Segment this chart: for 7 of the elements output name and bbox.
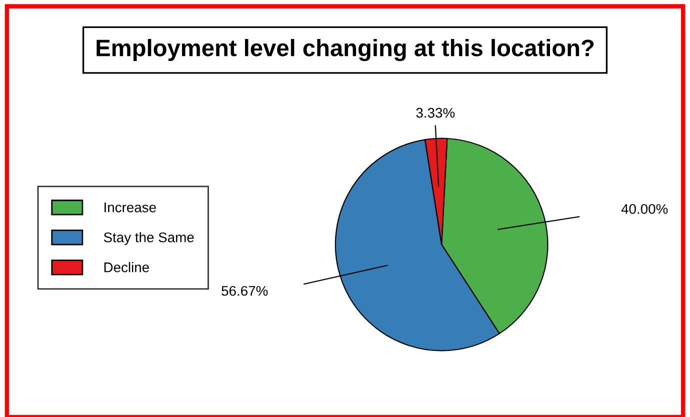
legend-label: Decline — [104, 262, 149, 272]
data-label: 40.00% — [621, 204, 668, 214]
chart-title: Employment level changing at this location? — [96, 38, 594, 62]
data-label: 3.33% — [416, 108, 455, 118]
legend-label: Stay the Same — [104, 232, 194, 246]
data-label: 56.67% — [222, 286, 268, 296]
legend-label: Increase — [104, 202, 156, 212]
